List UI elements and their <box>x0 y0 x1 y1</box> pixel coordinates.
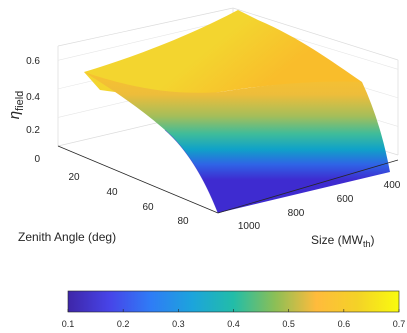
z-axis: 0.6 0.4 0.2 0 ηfield <box>6 56 40 165</box>
size-axis: 1000 800 600 400 Size (MWth) <box>238 180 401 249</box>
zenith-tick-label: 60 <box>142 202 154 213</box>
size-tick-label: 600 <box>337 194 354 205</box>
surface <box>84 10 390 214</box>
zenith-tick-label: 40 <box>106 187 118 198</box>
z-tick-label: 0.2 <box>26 125 40 136</box>
size-tick-label: 800 <box>288 208 305 219</box>
size-axis-label: Size (MWth) <box>311 233 375 249</box>
z-axis-label: ηfield <box>6 91 26 120</box>
colorbar-tick-label: 0.2 <box>117 319 130 329</box>
zenith-tick-label: 20 <box>68 172 80 183</box>
colorbar-tick-label: 0.7 <box>393 319 406 329</box>
size-tick-label: 1000 <box>238 221 261 232</box>
colorbar-tick-label: 0.5 <box>282 319 295 329</box>
zenith-axis-label: Zenith Angle (deg) <box>18 230 116 244</box>
axis-lines <box>57 145 399 214</box>
colorbar-tick-label: 0.3 <box>172 319 185 329</box>
colorbar-tick-label: 0.1 <box>62 319 75 329</box>
colorbar-gradient <box>67 290 400 313</box>
zenith-tick-label: 80 <box>177 216 189 227</box>
colorbar-tick-label: 0.6 <box>338 319 351 329</box>
zenith-axis: 20 40 60 80 Zenith Angle (deg) <box>18 172 189 244</box>
z-tick-label: 0.6 <box>26 56 40 67</box>
grid-line <box>57 18 234 61</box>
surface-top <box>84 10 362 96</box>
surface-face <box>84 72 390 213</box>
size-tick-label: 400 <box>384 180 401 191</box>
colorbar-tick-label: 0.4 <box>227 319 240 329</box>
colorbar-ticks: 0.1 0.2 0.3 0.4 0.5 0.6 0.7 <box>62 309 406 329</box>
z-tick-label: 0.4 <box>26 92 40 103</box>
colorbar: 0.1 0.2 0.3 0.4 0.5 0.6 0.7 <box>62 290 406 329</box>
z-tick-label: 0 <box>34 154 40 165</box>
